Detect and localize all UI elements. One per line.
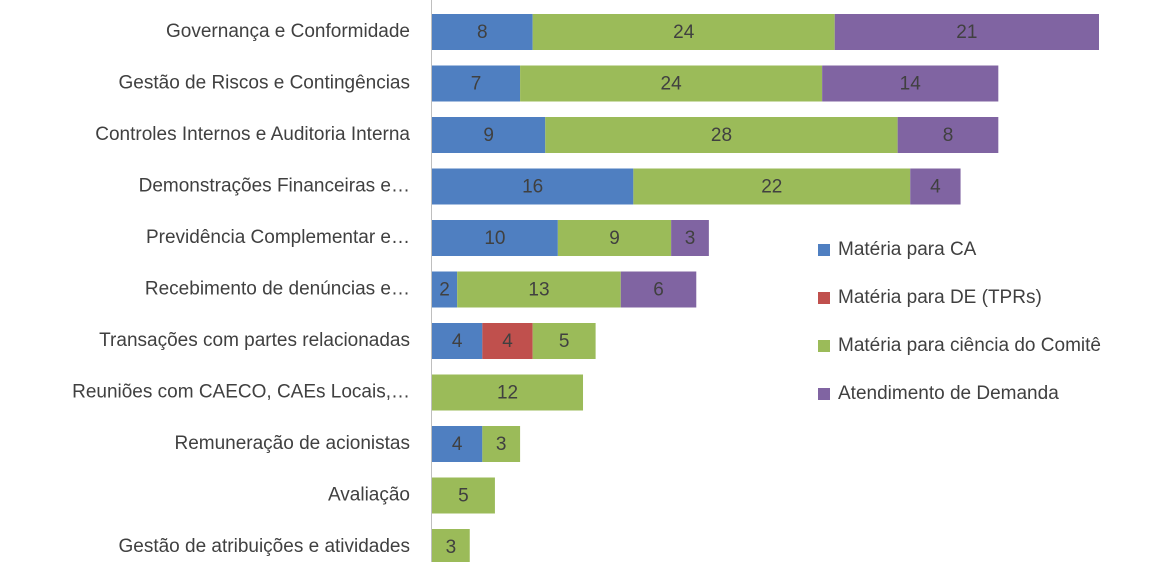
bar-segment bbox=[557, 220, 672, 256]
bar-segment bbox=[545, 117, 898, 153]
bar-segment bbox=[432, 117, 546, 153]
bar-segment bbox=[671, 220, 709, 256]
legend-label: Matéria para DE (TPRs) bbox=[838, 287, 1042, 308]
data-label: 3 bbox=[446, 537, 457, 558]
bar-segment bbox=[432, 374, 584, 411]
bar-segment bbox=[834, 14, 1099, 50]
bar-segment bbox=[432, 271, 458, 308]
category-label: Controles Internos e Auditoria Interna bbox=[95, 124, 410, 145]
data-label: 3 bbox=[496, 434, 507, 455]
data-label: 24 bbox=[661, 74, 683, 95]
legend-swatch bbox=[818, 388, 830, 400]
data-label: 9 bbox=[609, 228, 620, 249]
bar-segment bbox=[620, 271, 697, 308]
bar-segment bbox=[432, 220, 558, 256]
data-label: 10 bbox=[484, 228, 505, 249]
category-label: Reuniões com CAECO, CAEs Locais,… bbox=[72, 382, 410, 403]
category-label: Transações com partes relacionadas bbox=[99, 330, 410, 351]
legend-swatch bbox=[818, 244, 830, 256]
bar-segment bbox=[532, 323, 596, 359]
bar-segment bbox=[482, 426, 521, 462]
category-label: Previdência Complementar e… bbox=[146, 227, 410, 248]
data-label: 8 bbox=[477, 22, 488, 43]
data-label: 14 bbox=[900, 74, 922, 95]
data-label: 9 bbox=[483, 125, 494, 146]
category-label: Recebimento de denúncias e… bbox=[145, 279, 410, 300]
data-label: 28 bbox=[711, 125, 732, 146]
data-label: 21 bbox=[956, 22, 977, 43]
legend-label: Matéria para ciência do Comitê bbox=[838, 335, 1101, 356]
data-label: 5 bbox=[458, 486, 469, 507]
category-label: Gestão de atribuições e atividades bbox=[118, 536, 410, 557]
legend-swatch bbox=[818, 340, 830, 352]
bar-segment bbox=[432, 323, 483, 359]
bar-segment bbox=[432, 168, 634, 205]
bar-segment bbox=[897, 117, 999, 153]
category-label: Avaliação bbox=[328, 485, 410, 506]
bar-segment bbox=[910, 168, 961, 205]
data-label: 4 bbox=[502, 331, 513, 352]
data-label: 4 bbox=[452, 434, 463, 455]
data-label: 2 bbox=[439, 280, 450, 301]
data-label: 8 bbox=[943, 125, 954, 146]
legend-label: Matéria para CA bbox=[838, 239, 977, 260]
data-label: 4 bbox=[452, 331, 463, 352]
data-label: 16 bbox=[522, 177, 543, 198]
bar-segment bbox=[633, 168, 911, 205]
data-label: 22 bbox=[761, 177, 782, 198]
category-label: Governança e Conformidade bbox=[166, 21, 410, 42]
legend-swatch bbox=[818, 292, 830, 304]
category-label: Demonstrações Financeiras e… bbox=[139, 176, 410, 197]
bar-segment bbox=[432, 14, 533, 50]
bar-segment bbox=[532, 14, 835, 50]
data-label: 5 bbox=[559, 331, 570, 352]
bar-segment bbox=[432, 529, 470, 562]
bar-segment bbox=[432, 477, 495, 514]
bar-segment bbox=[457, 271, 621, 308]
data-label: 7 bbox=[471, 74, 482, 95]
data-label: 3 bbox=[685, 228, 696, 249]
bar-segment bbox=[822, 65, 999, 102]
bar-segment bbox=[432, 65, 521, 102]
bar-segment bbox=[520, 65, 823, 102]
category-label: Gestão de Riscos e Contingências bbox=[119, 73, 411, 94]
data-label: 12 bbox=[497, 383, 518, 404]
data-label: 13 bbox=[528, 280, 549, 301]
data-label: 24 bbox=[673, 22, 695, 43]
legend-label: Atendimento de Demanda bbox=[838, 383, 1059, 404]
bar-segment bbox=[482, 323, 533, 359]
data-label: 6 bbox=[653, 280, 664, 301]
bar-segment bbox=[432, 426, 483, 462]
category-label: Remuneração de acionistas bbox=[174, 433, 410, 454]
data-label: 4 bbox=[930, 177, 941, 198]
